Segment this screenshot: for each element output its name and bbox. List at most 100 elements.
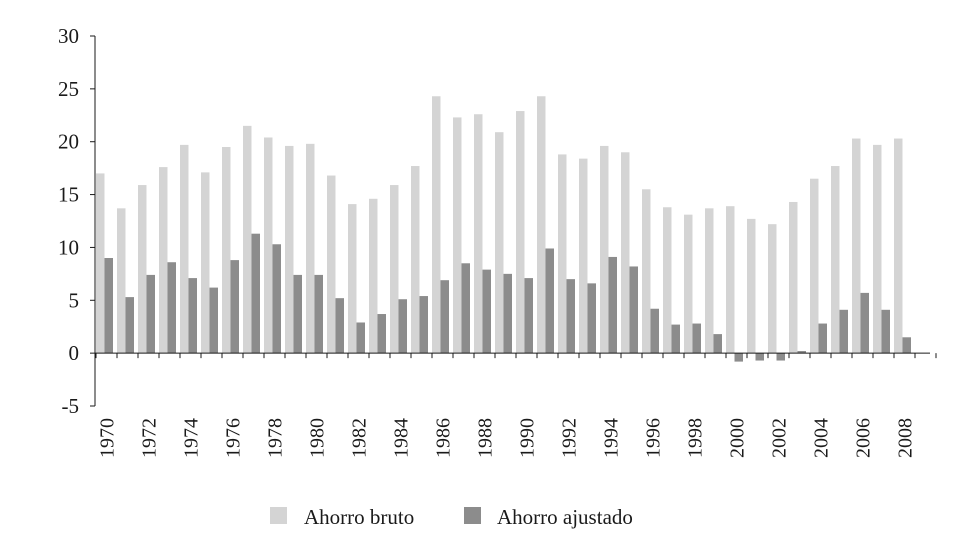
bar-ahorro-ajustado-1999 <box>713 334 722 354</box>
bar-ahorro-bruto-1976 <box>222 147 231 354</box>
bar-ahorro-ajustado-1991 <box>545 248 554 354</box>
bar-ahorro-ajustado-1974 <box>188 278 197 354</box>
x-tick-label: 1976 <box>223 418 245 458</box>
x-tick-label: 1996 <box>643 418 665 458</box>
bar-ahorro-ajustado-1989 <box>503 273 512 354</box>
series-ahorro-bruto-bars <box>96 96 903 354</box>
x-tick-label: 1972 <box>139 418 161 458</box>
bar-ahorro-bruto-1995 <box>621 152 630 354</box>
x-tick-label: 1988 <box>475 418 497 458</box>
bar-ahorro-bruto-2001 <box>747 218 756 354</box>
x-tick-label: 1984 <box>391 418 413 458</box>
bar-ahorro-bruto-2008 <box>894 138 903 354</box>
bar-ahorro-bruto-2002 <box>768 224 777 354</box>
bar-ahorro-ajustado-1993 <box>587 283 596 354</box>
bar-ahorro-bruto-1994 <box>600 145 609 354</box>
bar-ahorro-bruto-1998 <box>684 214 693 354</box>
x-tick-label: 1970 <box>97 418 119 458</box>
bar-ahorro-ajustado-2008 <box>902 337 911 354</box>
bar-ahorro-bruto-1991 <box>537 96 546 354</box>
bar-ahorro-bruto-1970 <box>96 173 105 354</box>
y-tick-label: 10 <box>58 235 79 259</box>
bar-ahorro-ajustado-2003 <box>797 351 806 354</box>
bar-ahorro-bruto-1980 <box>306 143 315 354</box>
x-tick-label: 2002 <box>769 418 791 458</box>
bar-ahorro-ajustado-1998 <box>692 323 701 354</box>
bar-ahorro-bruto-1986 <box>432 96 441 354</box>
x-tick-label: 2008 <box>895 418 917 458</box>
bar-ahorro-bruto-1981 <box>327 175 336 354</box>
bar-ahorro-ajustado-1970 <box>104 258 113 354</box>
bar-ahorro-bruto-1982 <box>348 204 357 354</box>
bar-ahorro-ajustado-1994 <box>608 256 617 354</box>
bar-ahorro-ajustado-1983 <box>377 314 386 354</box>
x-tick-label: 2004 <box>811 418 833 458</box>
bar-ahorro-ajustado-1973 <box>167 262 176 354</box>
bar-ahorro-ajustado-1987 <box>461 263 470 354</box>
x-axis-ticks: 1970 1972 1974 1976 1978 1980 1982 1984 1986 1988… <box>95 353 937 458</box>
bar-ahorro-bruto-2006 <box>852 138 861 354</box>
y-axis-ticks: 30 25 20 15 10 5 0 -5 <box>58 24 95 418</box>
bar-ahorro-ajustado-1977 <box>251 233 260 354</box>
bar-ahorro-ajustado-1979 <box>293 274 302 354</box>
x-tick-label: 1998 <box>685 418 707 458</box>
bar-ahorro-ajustado-1990 <box>524 278 533 354</box>
bar-ahorro-ajustado-1972 <box>146 274 155 354</box>
x-tick-label: 1986 <box>433 418 455 458</box>
legend-swatch-ahorro-bruto <box>270 507 287 524</box>
bar-ahorro-bruto-1984 <box>390 185 399 354</box>
y-tick-label: 25 <box>58 77 79 101</box>
plot-area <box>96 96 911 362</box>
bar-ahorro-bruto-1977 <box>243 125 252 354</box>
bar-ahorro-ajustado-1992 <box>566 279 575 354</box>
bar-ahorro-bruto-2003 <box>789 201 798 354</box>
bar-ahorro-bruto-1990 <box>516 111 525 354</box>
bar-ahorro-bruto-1978 <box>264 137 273 354</box>
bar-ahorro-ajustado-1975 <box>209 287 218 354</box>
x-tick-label: 1994 <box>601 418 623 458</box>
x-tick-label: 1978 <box>265 418 287 458</box>
bar-ahorro-ajustado-1986 <box>440 280 449 354</box>
bar-ahorro-ajustado-2006 <box>860 292 869 354</box>
bar-ahorro-bruto-1996 <box>642 189 651 354</box>
bar-ahorro-bruto-1992 <box>558 154 567 354</box>
bar-ahorro-bruto-1975 <box>201 172 210 354</box>
bar-ahorro-ajustado-1995 <box>629 266 638 354</box>
bar-ahorro-ajustado-2002 <box>776 353 785 361</box>
bar-ahorro-bruto-1999 <box>705 208 714 354</box>
bar-ahorro-bruto-1971 <box>117 208 126 354</box>
bar-ahorro-ajustado-1981 <box>335 298 344 354</box>
bar-ahorro-bruto-1983 <box>369 198 378 354</box>
x-tick-label: 1990 <box>517 418 539 458</box>
y-tick-label: 30 <box>58 24 79 48</box>
bar-ahorro-bruto-1972 <box>138 185 147 354</box>
bar-ahorro-ajustado-2005 <box>839 309 848 354</box>
y-tick-label: 15 <box>58 183 79 207</box>
bar-ahorro-ajustado-2001 <box>755 353 764 361</box>
bar-ahorro-ajustado-2000 <box>734 353 743 362</box>
bar-ahorro-ajustado-2007 <box>881 309 890 354</box>
bar-ahorro-bruto-1979 <box>285 145 294 354</box>
legend-label-ahorro-bruto: Ahorro bruto <box>304 505 414 529</box>
bar-ahorro-bruto-1997 <box>663 207 672 354</box>
series-ahorro-ajustado-bars <box>104 233 911 362</box>
legend-swatch-ahorro-ajustado <box>464 507 481 524</box>
bar-ahorro-bruto-2000 <box>726 206 735 354</box>
bar-ahorro-ajustado-2004 <box>818 323 827 354</box>
y-tick-label: 0 <box>69 341 80 365</box>
x-tick-label: 1982 <box>349 418 371 458</box>
bar-ahorro-ajustado-1971 <box>125 297 134 354</box>
bar-ahorro-ajustado-1985 <box>419 296 428 354</box>
x-tick-label: 1980 <box>307 418 329 458</box>
bar-ahorro-ajustado-1980 <box>314 274 323 354</box>
x-tick-label: 2006 <box>853 418 875 458</box>
bar-ahorro-ajustado-1978 <box>272 244 281 354</box>
legend-label-ahorro-ajustado: Ahorro ajustado <box>497 505 633 529</box>
bar-ahorro-bruto-1988 <box>474 114 483 354</box>
legend: Ahorro bruto Ahorro ajustado <box>270 505 633 529</box>
bar-ahorro-bruto-1974 <box>180 144 189 354</box>
y-tick-label: 20 <box>58 130 79 154</box>
bar-ahorro-ajustado-1988 <box>482 269 491 354</box>
